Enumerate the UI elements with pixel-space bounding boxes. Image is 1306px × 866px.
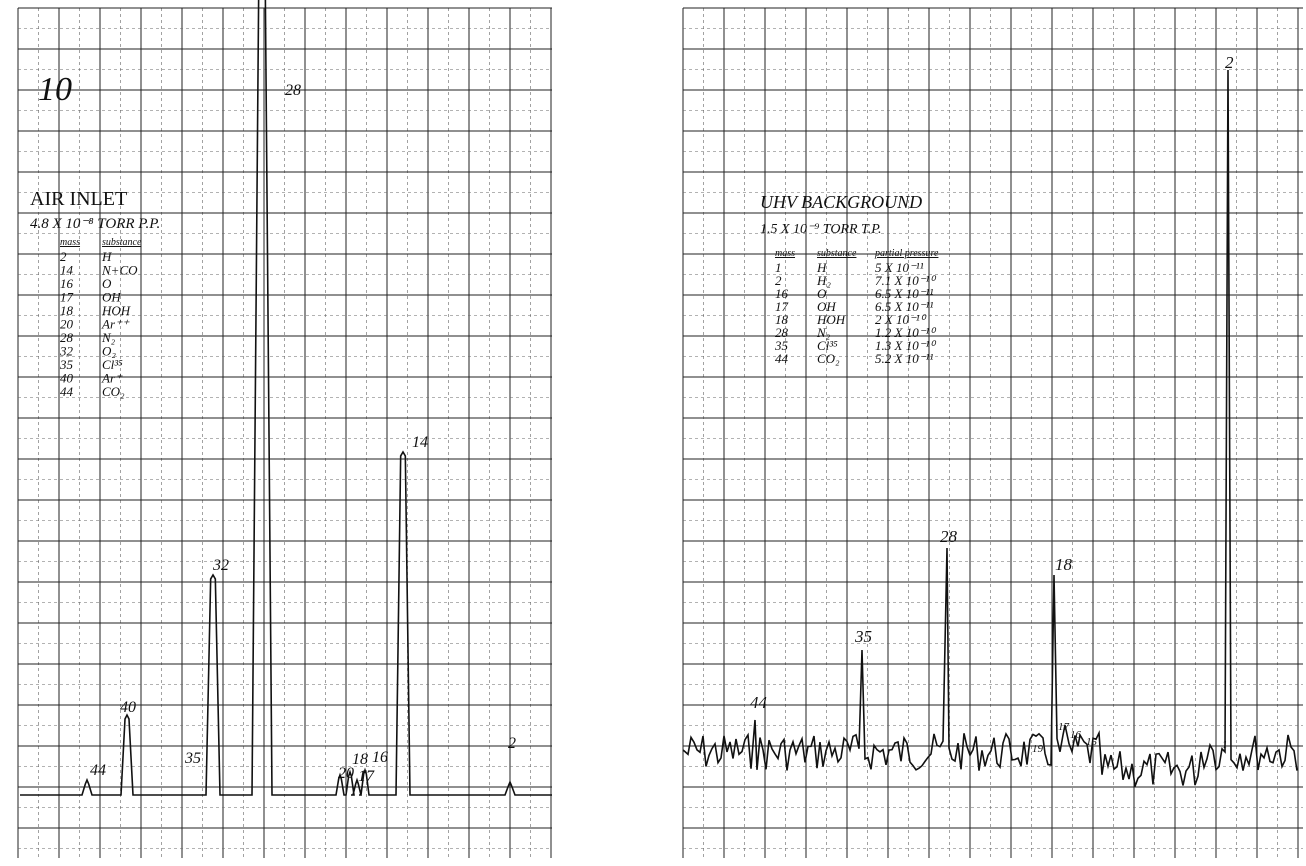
table-cell: 35 <box>59 357 74 372</box>
left-grid <box>17 7 552 858</box>
peak-label: 32 <box>212 557 229 574</box>
spectrum-trace <box>682 69 1298 787</box>
peak-label: 28 <box>285 82 301 99</box>
table-cell: 14 <box>60 263 74 278</box>
table-cell: 5.2 X 10⁻¹¹ <box>875 351 933 366</box>
table-header: partial pressure <box>874 248 939 259</box>
table-cell: 17 <box>60 290 74 305</box>
right-grid <box>682 7 1303 858</box>
table-cell: OH <box>817 299 836 314</box>
table-header: mass <box>775 248 795 259</box>
table-cell: 28 <box>775 325 789 340</box>
peak-label: 44 <box>90 762 106 779</box>
table-cell: 44 <box>775 351 789 366</box>
table-cell: 35 <box>774 338 789 353</box>
spectrum-trace <box>20 0 552 796</box>
table-cell: O <box>102 276 112 291</box>
table-cell: 1.3 X 10⁻¹⁰ <box>875 338 936 353</box>
table-cell: 2 X 10⁻¹⁰ <box>875 312 927 327</box>
peak-label: 16 <box>372 749 388 766</box>
table-cell: H₂ <box>816 273 831 288</box>
table-cell: 6.5 X 10⁻¹¹ <box>875 299 933 314</box>
table-cell: 6.5 X 10⁻¹¹ <box>875 286 933 301</box>
peak-label: 19 <box>1032 743 1044 755</box>
table-cell: 28 <box>60 330 74 345</box>
table-cell: 44 <box>60 384 74 399</box>
table-cell: HOH <box>101 303 131 318</box>
peak-label: 2 <box>1225 53 1234 72</box>
peak-label: 18 <box>1055 555 1073 574</box>
table-cell: O <box>817 286 827 301</box>
heading: UHV BACKGROUND <box>760 192 922 212</box>
heading: AIR INLET <box>30 188 127 210</box>
table-cell: 2 <box>775 273 782 288</box>
table-cell: CO₂ <box>817 351 840 366</box>
table-cell: 20 <box>60 317 74 332</box>
table-cell: N₂ <box>816 325 831 340</box>
peak-label: 28 <box>940 527 958 546</box>
table-cell: Ar⁺ <box>101 371 123 386</box>
table-cell: 1 <box>775 260 782 275</box>
table-cell: 16 <box>60 276 74 291</box>
peak-label: 44 <box>750 693 768 712</box>
peak-label: 15 <box>1086 736 1098 748</box>
peak-label: 17 <box>358 768 375 785</box>
table-cell: HOH <box>816 312 846 327</box>
peak-label: 1 <box>1222 739 1228 751</box>
peak-label: 17 <box>1058 721 1070 733</box>
pressure: 1.5 X 10⁻⁹ TORR T.P. <box>760 222 882 237</box>
table-cell: H <box>101 249 112 264</box>
table-cell: CO₂ <box>102 384 125 399</box>
table-cell: 18 <box>60 303 74 318</box>
table-header: mass <box>60 237 80 248</box>
peak-label: 40 <box>120 699 136 716</box>
peak-label: 18 <box>352 751 368 768</box>
table-cell: 32 <box>59 344 74 359</box>
table-cell: N₂ <box>101 330 116 345</box>
pressure: 4.8 X 10⁻⁸ TORR P.P. <box>30 216 160 232</box>
table-cell: Cl³⁵ <box>817 338 838 353</box>
table-header: substance <box>817 248 857 259</box>
table-cell: 16 <box>775 286 789 301</box>
table-cell: H <box>816 260 827 275</box>
peak-label: 2 <box>508 735 516 752</box>
table-cell: 17 <box>775 299 789 314</box>
table-cell: Cl³⁵ <box>102 357 123 372</box>
peak-label: 35 <box>854 627 872 646</box>
table-cell: 7.1 X 10⁻¹⁰ <box>875 273 936 288</box>
table-cell: O₂ <box>102 344 116 359</box>
peak-label: 16 <box>1070 729 1082 741</box>
table-cell: OH <box>102 290 121 305</box>
peak-label: 35 <box>184 750 201 767</box>
table-cell: 2 <box>60 249 67 264</box>
peak-label: 14 <box>412 434 428 451</box>
table-cell: 1.2 X 10⁻¹⁰ <box>875 325 936 340</box>
table-header: substance <box>102 237 142 248</box>
table-cell: 18 <box>775 312 789 327</box>
table-cell: 40 <box>60 371 74 386</box>
table-cell: 5 X 10⁻¹¹ <box>875 260 924 275</box>
table-cell: Ar⁺⁺ <box>101 317 130 332</box>
peak-label: 20 <box>338 765 354 782</box>
page-number: 10 <box>38 71 72 108</box>
table-cell: N+CO <box>101 263 138 278</box>
